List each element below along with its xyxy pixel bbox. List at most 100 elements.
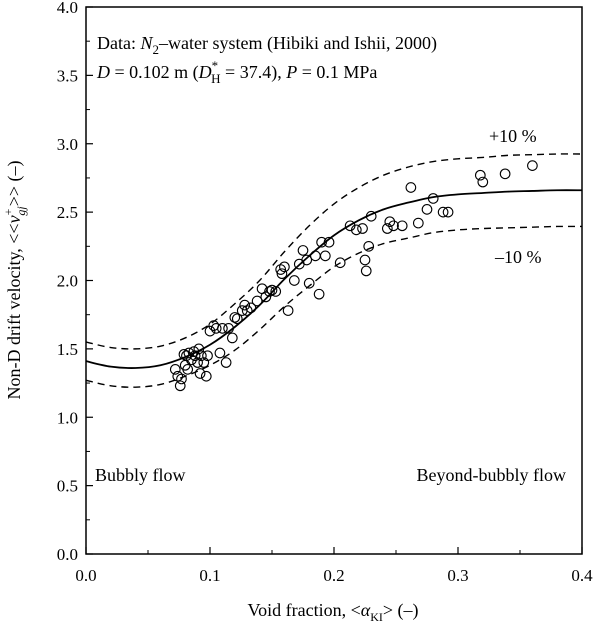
- y-axis-title-subscript: gj: [14, 206, 28, 216]
- x-tick-label: 0.1: [199, 566, 220, 585]
- y-axis-title-text: Non-D drift velocity, <<: [4, 223, 24, 399]
- data-point: [217, 323, 228, 334]
- annotation-conditions: D = 0.102 m (D* H = 37.4), P = 0.1 MPa: [96, 58, 377, 86]
- x-axis-title: Void fraction, <αKI> (–): [247, 600, 418, 624]
- data-point: [198, 357, 210, 368]
- data-point: [323, 236, 335, 248]
- y-axis-title-suffix: >> (–): [4, 160, 25, 206]
- y-axis-title-superscript: +: [1, 208, 15, 215]
- data-point: [260, 291, 272, 303]
- data-point: [183, 347, 195, 359]
- data-point: [437, 206, 449, 218]
- label-plus-10: +10 %: [489, 126, 537, 146]
- x-tick-label: 0.4: [571, 566, 593, 585]
- data-point: [251, 295, 263, 307]
- deviation-band-line: [85, 153, 583, 350]
- annotation-dh-base: D: [198, 62, 212, 82]
- annotation-data-source: Data: N2–water system (Hibiki and Ishii,…: [97, 33, 437, 57]
- y-axis-title-symbol: v: [4, 215, 24, 223]
- data-point: [229, 312, 241, 323]
- data-point: [350, 224, 362, 236]
- data-point: [245, 302, 257, 314]
- data-point: [193, 343, 205, 355]
- data-point: [214, 347, 226, 359]
- data-point: [421, 204, 433, 215]
- data-point: [174, 380, 186, 392]
- annotation-n2-sub: 2: [153, 42, 160, 57]
- data-point: [276, 268, 288, 280]
- deviation-band-line: [85, 225, 583, 388]
- data-point: [474, 169, 486, 181]
- y-tick-label: 4.0: [57, 0, 78, 17]
- y-tick-label: 1.5: [57, 340, 78, 359]
- annotation-p-var: P: [285, 62, 297, 82]
- annotation-p-eq: = 0.1 MPa: [297, 62, 377, 82]
- data-point: [396, 220, 408, 232]
- series-lines: [85, 153, 583, 388]
- y-tick-label: 0.5: [57, 477, 78, 496]
- data-point: [384, 216, 396, 228]
- data-point: [176, 373, 187, 385]
- x-tick-label: 0.3: [447, 566, 468, 585]
- axis-tick-labels: 0.0 0.1 0.2 0.3 0.4 0.0 0.5 1.0 1.5 2.0 2.5 3.0 3.5 4…: [57, 0, 593, 585]
- x-tick-label: 0.0: [75, 566, 96, 585]
- data-point: [297, 245, 309, 256]
- data-point: [195, 350, 207, 362]
- data-point: [189, 350, 201, 362]
- data-points: [169, 160, 538, 392]
- y-tick-label: 2.5: [57, 203, 78, 222]
- data-point: [359, 254, 371, 266]
- x-axis-title-suffix: > (–): [383, 600, 419, 621]
- data-point: [282, 305, 294, 316]
- data-point: [381, 223, 393, 234]
- data-point: [182, 364, 194, 375]
- data-point: [279, 261, 290, 273]
- label-minus-10: –10 %: [494, 247, 542, 267]
- data-point: [301, 254, 313, 266]
- data-point: [310, 250, 321, 262]
- annotation-n2-base: N: [139, 33, 153, 53]
- data-point: [202, 350, 213, 362]
- annotation-data-prefix: Data:: [97, 33, 140, 53]
- y-tick-label: 1.0: [57, 408, 78, 427]
- x-axis-title-subscript: KI: [370, 610, 383, 624]
- data-point: [527, 160, 538, 171]
- data-point: [357, 223, 368, 234]
- data-point: [388, 220, 399, 232]
- data-point: [241, 305, 253, 316]
- data-point: [194, 368, 206, 379]
- data-point: [319, 250, 331, 262]
- data-point: [172, 370, 184, 382]
- y-tick-label: 3.5: [57, 66, 78, 85]
- label-beyond-bubbly-flow: Beyond-bubbly flow: [417, 465, 566, 485]
- data-point: [334, 257, 346, 269]
- data-point: [275, 264, 287, 275]
- data-point: [477, 176, 489, 188]
- y-tick-label: 2.0: [57, 272, 78, 291]
- correlation-line: [85, 189, 583, 369]
- data-point: [442, 206, 454, 218]
- y-axis-title: Non-D drift velocity, <<v+gj>> (–): [1, 160, 28, 399]
- data-point: [264, 286, 275, 297]
- annotation-dh-sup: *: [212, 58, 219, 73]
- data-point: [499, 168, 511, 180]
- data-point: [178, 348, 190, 360]
- data-point: [223, 323, 234, 334]
- data-point: [220, 357, 232, 368]
- data-point: [365, 210, 377, 222]
- data-point: [204, 325, 216, 337]
- data-point: [239, 299, 251, 311]
- data-point: [360, 265, 372, 277]
- data-point: [303, 277, 315, 289]
- axis-ticks: [85, 6, 583, 555]
- data-point: [288, 275, 300, 286]
- data-point: [186, 354, 197, 366]
- x-axis-title-symbol: α: [361, 600, 371, 620]
- annotation-d-eq: = 0.102 m (: [110, 62, 199, 83]
- data-point: [316, 236, 327, 248]
- data-point: [405, 182, 417, 193]
- y-tick-label: 0.0: [57, 545, 78, 564]
- annotation-d-var: D: [96, 62, 110, 82]
- annotation-dh-val: = 37.4),: [221, 62, 287, 83]
